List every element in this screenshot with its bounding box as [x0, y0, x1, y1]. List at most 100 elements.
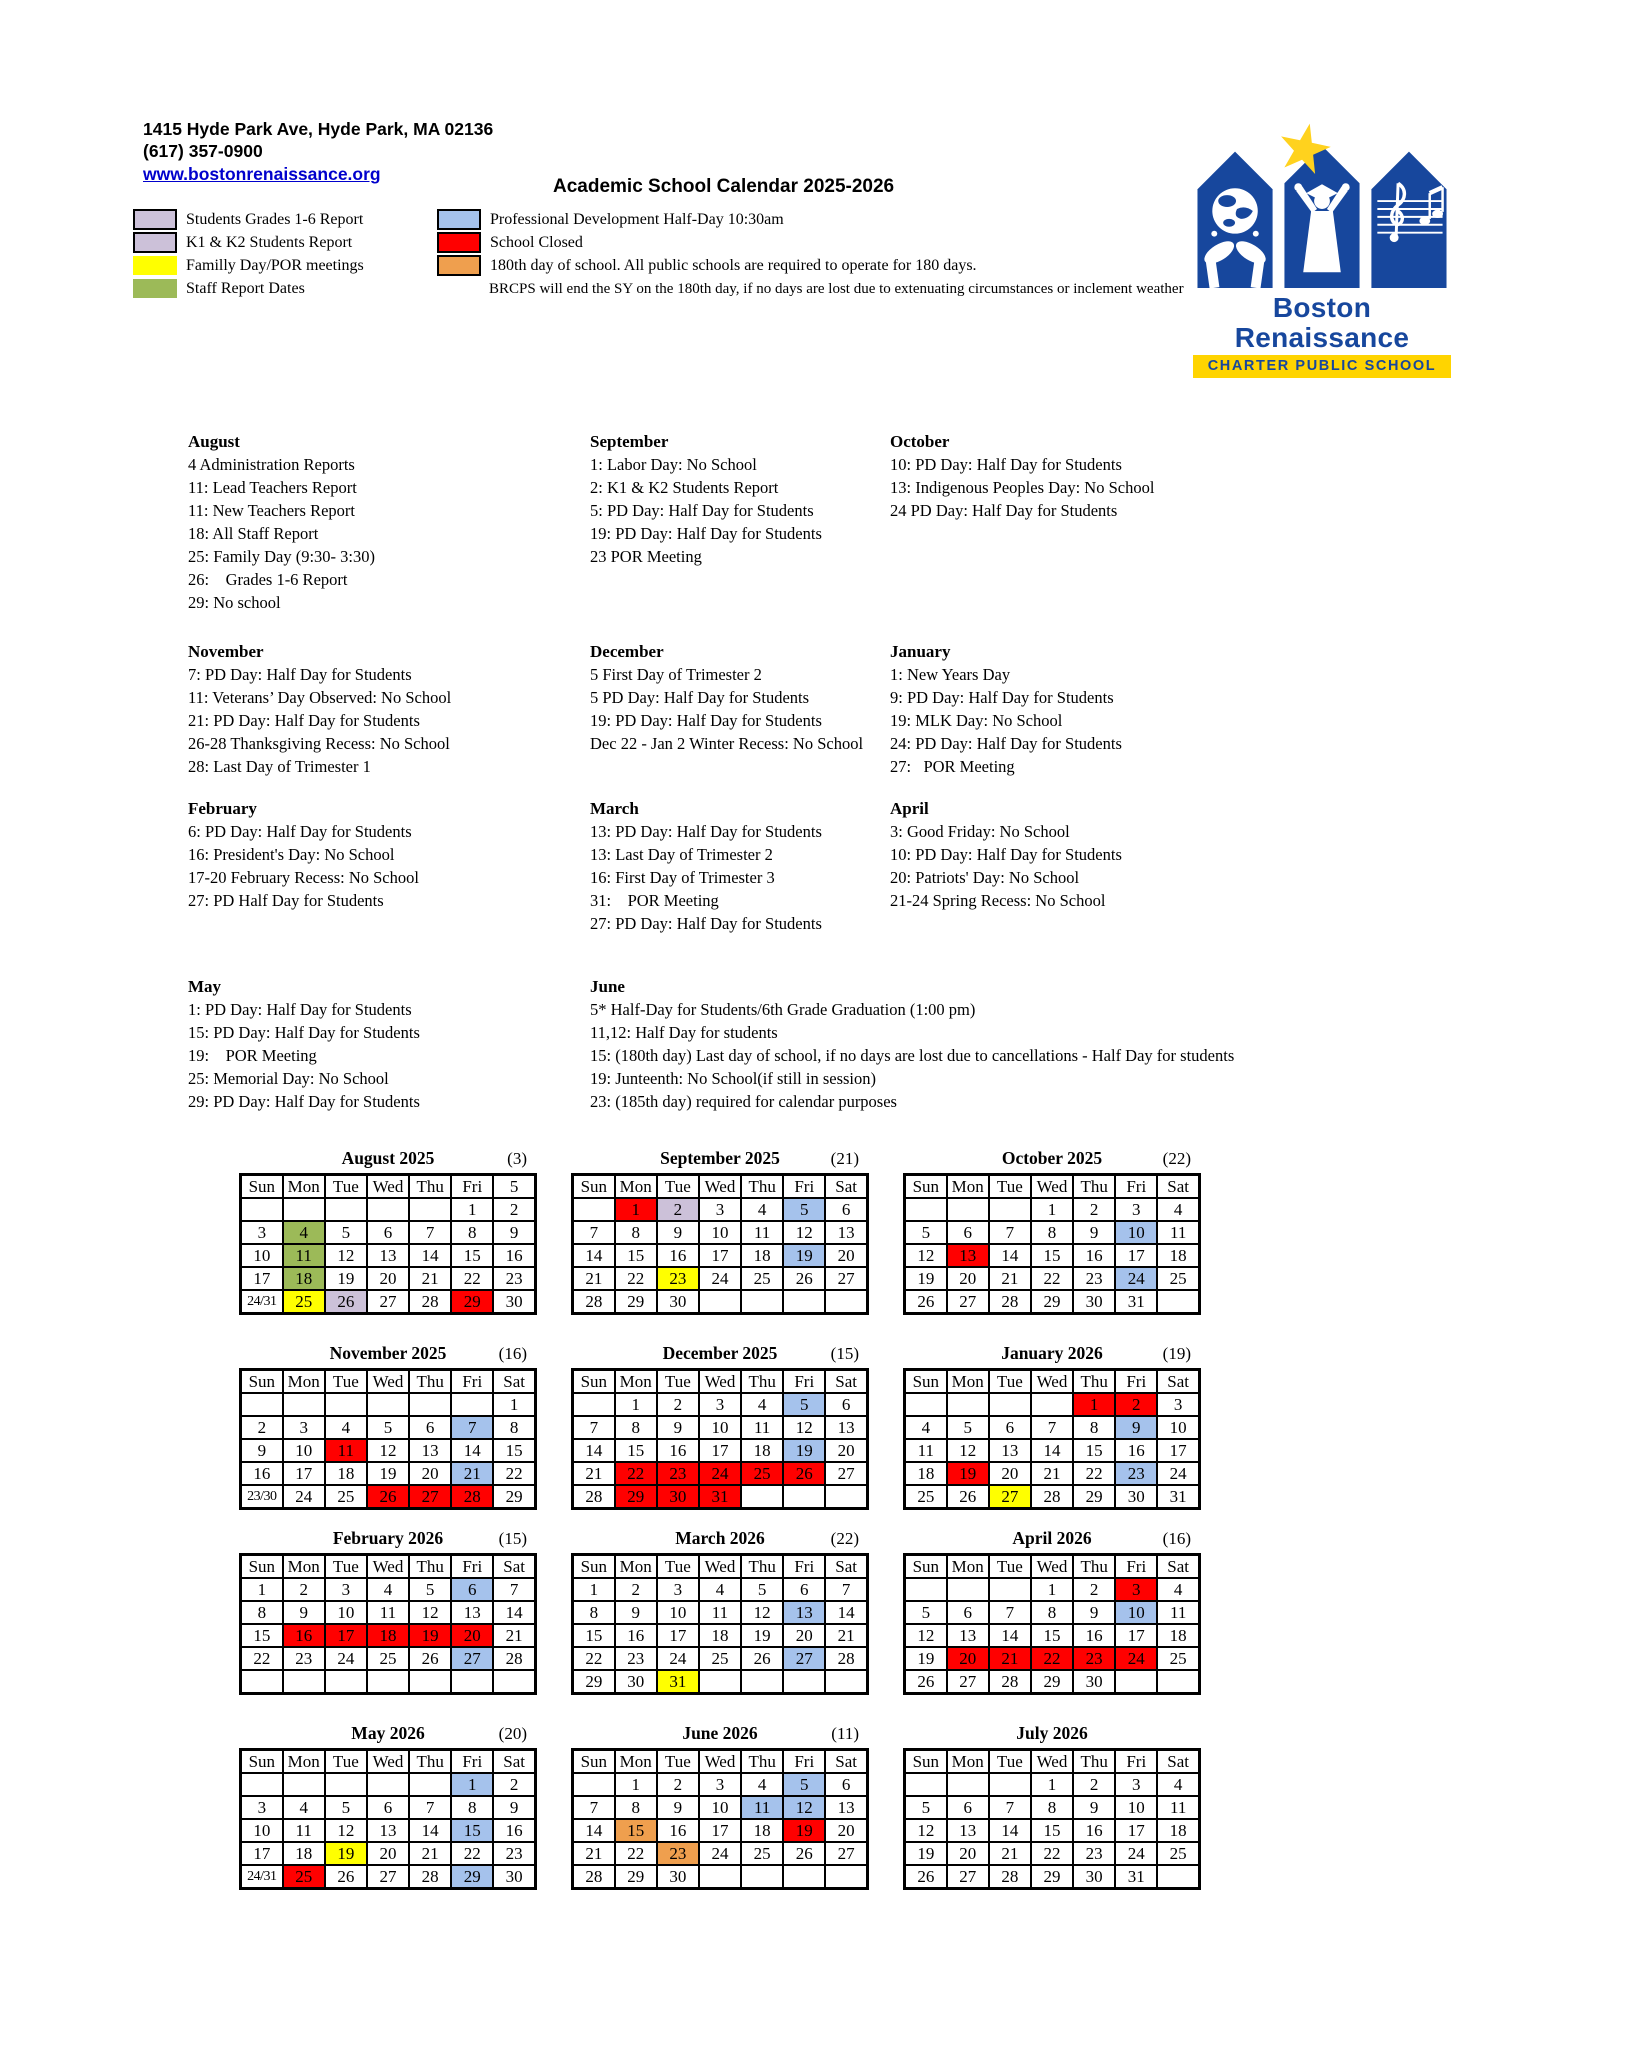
calendar-day-cell: 15: [613, 1438, 658, 1463]
calendar-empty-cell: [281, 1772, 326, 1797]
calendar-grid: Sun Mon Tue Wed Thu Fri Sat 1 2 3 4 5 6 7 8 9 10 11 12 13 14…: [903, 1553, 1201, 1695]
calendar-day-cell-blue: 27: [450, 1646, 495, 1671]
weekday-header: Sun: [239, 1553, 284, 1579]
week-row: 16 17 18 19 20 21 22: [239, 1461, 537, 1486]
weekday-header-row: Sun Mon Tue Wed Thu Fri 5: [239, 1173, 537, 1199]
calendar-day-cell: 24: [323, 1646, 368, 1671]
calendar-empty-cell: [239, 1669, 284, 1695]
calendar-day-cell: 26: [323, 1864, 368, 1890]
calendar-day-cell: 22: [1029, 1266, 1075, 1291]
legend-item-students-grades-1-6-report: Students Grades 1-6 Report: [133, 208, 364, 231]
calendar-empty-cell: [323, 1669, 368, 1695]
calendar-day-cell: 5: [408, 1577, 453, 1602]
weekday-header: Sun: [571, 1553, 616, 1579]
week-row: 12 13 14 15 16 17 18: [903, 1243, 1201, 1268]
month-name: August: [188, 432, 240, 451]
calendar-day-cell: 18: [281, 1841, 326, 1866]
calendar-empty-cell: [323, 1392, 368, 1417]
calendar-day-cell: 19: [903, 1266, 948, 1291]
calendar-title: November 2025: [329, 1343, 447, 1363]
week-row: 5 6 7 8 9 10 11: [903, 1795, 1201, 1820]
calendar-day-cell: 9: [239, 1438, 284, 1463]
legend-right-column: Professional Development Half-Day 10:30a…: [437, 208, 977, 277]
calendar-day-cell: 13: [365, 1818, 411, 1843]
calendar-day-cell: 4: [365, 1577, 411, 1602]
calendar-empty-cell: [903, 1772, 948, 1797]
calendar-day-cell-red: 1: [1072, 1392, 1117, 1417]
note-item: 1: Labor Day: No School: [590, 455, 757, 474]
calendar-day-cell-lavender: 2: [655, 1197, 700, 1222]
calendar-day-cell: 9: [655, 1795, 700, 1820]
calendar-day-cell: 23: [492, 1266, 537, 1291]
calendar-day-cell: 23/30: [239, 1484, 284, 1510]
calendar-day-cell: 9: [492, 1795, 537, 1820]
calendar-day-cell: 16: [1072, 1818, 1117, 1843]
calendar-day-cell: 5: [365, 1415, 411, 1440]
calendar-day-cell-blue: 27: [782, 1646, 827, 1671]
calendar-day-cell: 28: [408, 1289, 453, 1315]
calendar-day-cell: 21: [492, 1623, 537, 1648]
calendar-day-cell: 4: [740, 1392, 785, 1417]
weekday-header: Mon: [281, 1553, 326, 1579]
calendar-day-cell: 17: [697, 1818, 743, 1843]
calendar-day-cell: 30: [613, 1669, 658, 1695]
calendar-day-cell: 29: [492, 1484, 537, 1510]
calendar-day-cell-yellow: 19: [323, 1841, 368, 1866]
calendar-title-row: September 2025 (21): [571, 1148, 869, 1172]
note-item: 6: PD Day: Half Day for Students: [188, 822, 412, 841]
calendar-day-cell: 8: [239, 1600, 284, 1625]
week-row: 19 20 21 22 23 24 25: [903, 1841, 1201, 1866]
calendar-day-cell: 5: [323, 1220, 368, 1245]
calendar-day-cell: 31: [1156, 1484, 1201, 1510]
calendar-day-cell-blue: 13: [782, 1600, 827, 1625]
calendar-day-cell: 14: [571, 1818, 616, 1843]
calendar-day-cell: 23: [613, 1646, 658, 1671]
weekday-header: Sat: [824, 1553, 869, 1579]
calendar-empty-cell: [903, 1392, 948, 1417]
weekday-header-row: Sun Mon Tue Wed Thu Fri Sat: [903, 1368, 1201, 1394]
calendar-title-row: June 2026 (11): [571, 1723, 869, 1747]
calendar-empty-cell: [697, 1669, 743, 1695]
calendar-day-cell: 16: [655, 1818, 700, 1843]
month-notes-may: May 1: PD Day: Half Day for Students 15: P…: [188, 975, 420, 1113]
month-name: April: [890, 799, 929, 818]
calendar-day-cell: 15: [1072, 1438, 1117, 1463]
calendar-empty-cell: [450, 1392, 495, 1417]
calendar-day-cell: 22: [571, 1646, 616, 1671]
calendar-title-row: July 2026: [903, 1723, 1201, 1747]
calendar-day-cell: 29: [1029, 1289, 1075, 1315]
week-row: 14 15 16 17 18 19 20: [571, 1818, 869, 1843]
calendar-day-cell: 28: [987, 1289, 1032, 1315]
calendar-day-count: (21): [830, 1149, 859, 1168]
calendar-day-cell-green: 18: [281, 1266, 326, 1291]
legend-swatch-green: [133, 279, 177, 298]
week-row: 21 22 23 24 25 26 27: [571, 1461, 869, 1486]
calendar-july-2026: July 2026 Sun Mon Tue Wed Thu Fri Sat 1 2 3 4 5 6 7 8 9 1…: [903, 1723, 1201, 1890]
calendar-day-cell: 4: [697, 1577, 743, 1602]
calendar-day-cell-green: 11: [281, 1243, 326, 1268]
calendar-empty-cell: [903, 1577, 948, 1602]
week-row: 29 30 31: [571, 1669, 869, 1695]
calendar-day-cell: 1: [613, 1772, 658, 1797]
calendar-day-cell: 20: [824, 1818, 869, 1843]
calendar-day-cell: 3: [697, 1197, 743, 1222]
calendar-title: January 2026: [1001, 1343, 1103, 1363]
weekday-header: Tue: [655, 1368, 700, 1394]
calendar-day-cell: 16: [1114, 1438, 1159, 1463]
star-icon: [1281, 123, 1331, 175]
calendar-day-cell: 7: [492, 1577, 537, 1602]
weekday-header: Thu: [1072, 1368, 1117, 1394]
weekday-header: Wed: [697, 1553, 743, 1579]
calendar-day-cell: 27: [945, 1669, 990, 1695]
weekday-header: Wed: [1029, 1173, 1075, 1199]
website-link[interactable]: www.bostonrenaissance.org: [143, 164, 381, 184]
calendar-day-cell: 4: [1156, 1577, 1201, 1602]
weekday-header-row: Sun Mon Tue Wed Thu Fri Sat: [239, 1553, 537, 1579]
calendar-day-cell: 6: [365, 1795, 411, 1820]
week-row: 10 11 12 13 14 15 16: [239, 1818, 537, 1843]
weekday-header: Sun: [239, 1748, 284, 1774]
note-item: 19: MLK Day: No School: [890, 711, 1063, 730]
legend-item-staff-report-dates: Staff Report Dates: [133, 277, 364, 300]
